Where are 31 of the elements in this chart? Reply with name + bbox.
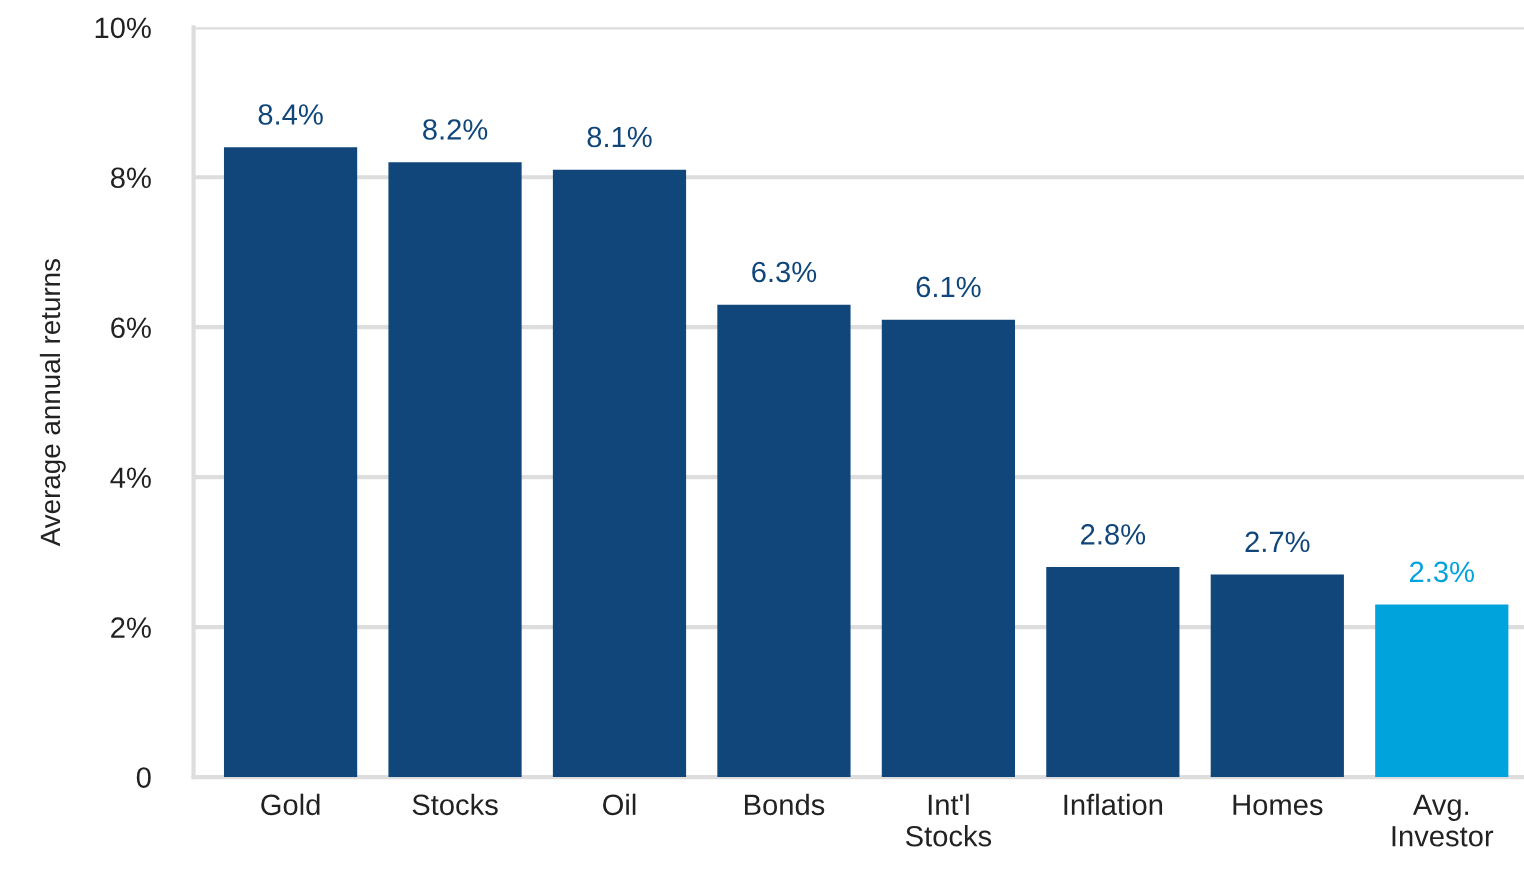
x-tick-label: Inflation: [1064, 793, 1163, 816]
x-tick-label: Avg. Investor: [1392, 794, 1494, 847]
y-tick-label: 4%: [110, 467, 151, 488]
x-tick-label: Homes: [1233, 794, 1323, 816]
bar: [717, 304, 851, 778]
y-tick-label: 10%: [95, 17, 151, 39]
bar: [223, 147, 358, 778]
bar: [881, 319, 1016, 778]
data-label: 8.1%: [587, 126, 652, 148]
y-tick-label: 2%: [111, 617, 151, 638]
x-tick-label: Int'l Stocks: [905, 793, 992, 847]
data-label: 8.4%: [258, 104, 323, 125]
y-tick-label: 6%: [111, 317, 151, 339]
bar: [1375, 604, 1509, 778]
data-label: 8.2%: [423, 119, 488, 140]
x-tick-label: Oil: [603, 793, 636, 816]
data-label: 2.8%: [1081, 524, 1146, 545]
data-label: 6.3%: [752, 261, 817, 283]
data-label: 2.3%: [1410, 561, 1474, 583]
x-tick-label: Bonds: [744, 793, 825, 816]
x-tick-label: Stocks: [412, 793, 498, 816]
y-tick-label: 0: [136, 767, 151, 788]
bar: [388, 162, 522, 778]
data-label: 2.7%: [1245, 531, 1310, 553]
x-tick-label: Gold: [261, 793, 320, 816]
bar: [552, 169, 687, 778]
y-tick-label: 8%: [110, 167, 151, 189]
bar: [1046, 567, 1180, 778]
y-axis-title: Average annual returns: [39, 259, 66, 547]
data-label: 6.1%: [916, 276, 981, 298]
bar: [1210, 574, 1344, 778]
